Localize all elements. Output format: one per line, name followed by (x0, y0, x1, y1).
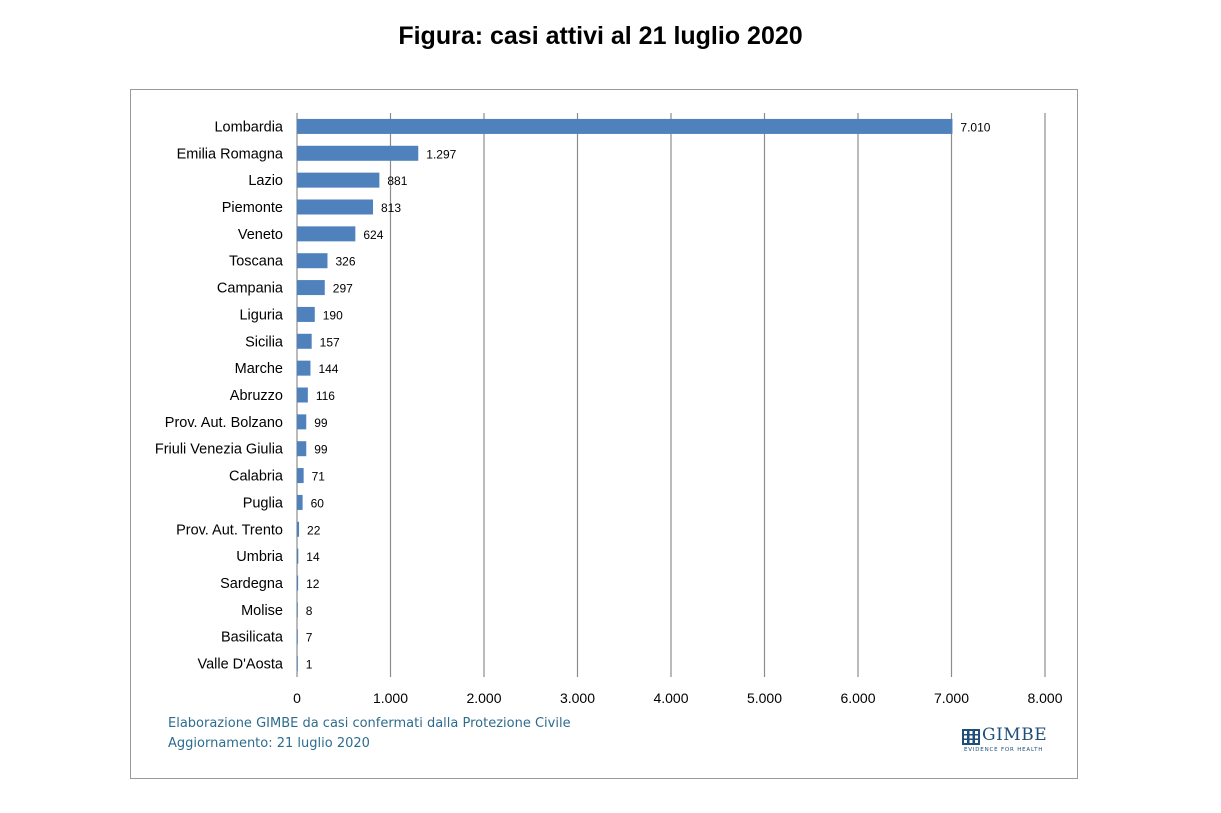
category-label: Toscana (229, 254, 284, 270)
x-tick-label: 8.000 (1027, 690, 1062, 706)
gimbe-logo: GIMBE EVIDENCE FOR HEALTH (962, 725, 1054, 759)
value-label: 157 (320, 335, 340, 349)
value-label: 116 (316, 389, 335, 403)
category-label: Umbria (236, 549, 284, 565)
category-label: Molise (241, 603, 283, 619)
bar (297, 629, 298, 645)
update-note: Aggiornamento: 21 luglio 2020 (168, 736, 370, 751)
value-label: 60 (311, 496, 325, 510)
value-label: 8 (306, 604, 313, 618)
value-label: 813 (381, 201, 401, 215)
chart-frame (130, 89, 1078, 779)
value-label: 1.297 (426, 147, 456, 161)
bar (297, 199, 374, 215)
bar (297, 656, 298, 672)
value-label: 22 (307, 523, 321, 537)
category-label: Piemonte (222, 200, 283, 216)
value-label: 144 (318, 362, 338, 376)
value-label: 297 (333, 282, 353, 296)
page-title: Figura: casi attivi al 21 luglio 2020 (398, 22, 803, 50)
category-label: Basilicata (221, 630, 284, 646)
category-label: Friuli Venezia Giulia (155, 442, 284, 458)
x-tick-label: 4.000 (653, 690, 688, 706)
value-label: 624 (363, 228, 383, 242)
category-label: Campania (217, 281, 284, 297)
value-label: 881 (387, 174, 407, 188)
category-label: Liguria (239, 307, 283, 323)
bar (297, 602, 298, 618)
logo-grid-icon (962, 729, 980, 745)
logo-tagline: EVIDENCE FOR HEALTH (964, 747, 1044, 753)
bar (297, 468, 304, 484)
category-label: Prov. Aut. Bolzano (165, 415, 283, 431)
category-label: Lazio (248, 173, 283, 189)
x-tick-label: 6.000 (840, 690, 875, 706)
bar (297, 548, 299, 564)
bar (297, 306, 315, 322)
x-tick-label: 5.000 (747, 690, 782, 706)
bar (297, 118, 953, 134)
value-label: 99 (314, 443, 328, 457)
bar (297, 280, 325, 296)
x-tick-label: 7.000 (934, 690, 969, 706)
value-label: 71 (312, 470, 326, 484)
category-label: Emilia Romagna (177, 146, 284, 162)
x-tick-label: 3.000 (560, 690, 595, 706)
bar (297, 172, 380, 188)
category-label: Abruzzo (230, 388, 283, 404)
x-tick-label: 0 (293, 690, 301, 706)
category-label: Marche (235, 361, 283, 377)
bar (297, 521, 300, 537)
category-label: Puglia (243, 495, 284, 511)
category-label: Sicilia (245, 334, 284, 350)
category-label: Calabria (229, 469, 284, 485)
category-label: Veneto (238, 227, 283, 243)
source-note: Elaborazione GIMBE da casi confermati da… (168, 716, 571, 731)
bar (297, 414, 307, 430)
x-tick-label: 2.000 (466, 690, 501, 706)
value-label: 190 (323, 308, 343, 322)
x-tick-label: 1.000 (373, 690, 408, 706)
bar (297, 145, 419, 161)
bar (297, 360, 311, 376)
category-label: Valle D'Aosta (197, 657, 283, 673)
bar (297, 226, 356, 242)
category-label: Lombardia (214, 119, 283, 135)
value-label: 7.010 (960, 120, 990, 134)
category-label: Sardegna (220, 576, 284, 592)
bar (297, 575, 299, 591)
value-label: 99 (314, 416, 328, 430)
logo-name: GIMBE (982, 725, 1048, 745)
value-label: 1 (306, 658, 313, 672)
bar (297, 387, 308, 403)
bar (297, 253, 328, 269)
value-label: 7 (306, 631, 313, 645)
category-label: Prov. Aut. Trento (176, 522, 283, 538)
value-label: 12 (306, 577, 320, 591)
value-label: 326 (335, 255, 355, 269)
bar (297, 333, 312, 349)
bar (297, 494, 303, 510)
value-label: 14 (306, 550, 320, 564)
bar (297, 441, 307, 457)
